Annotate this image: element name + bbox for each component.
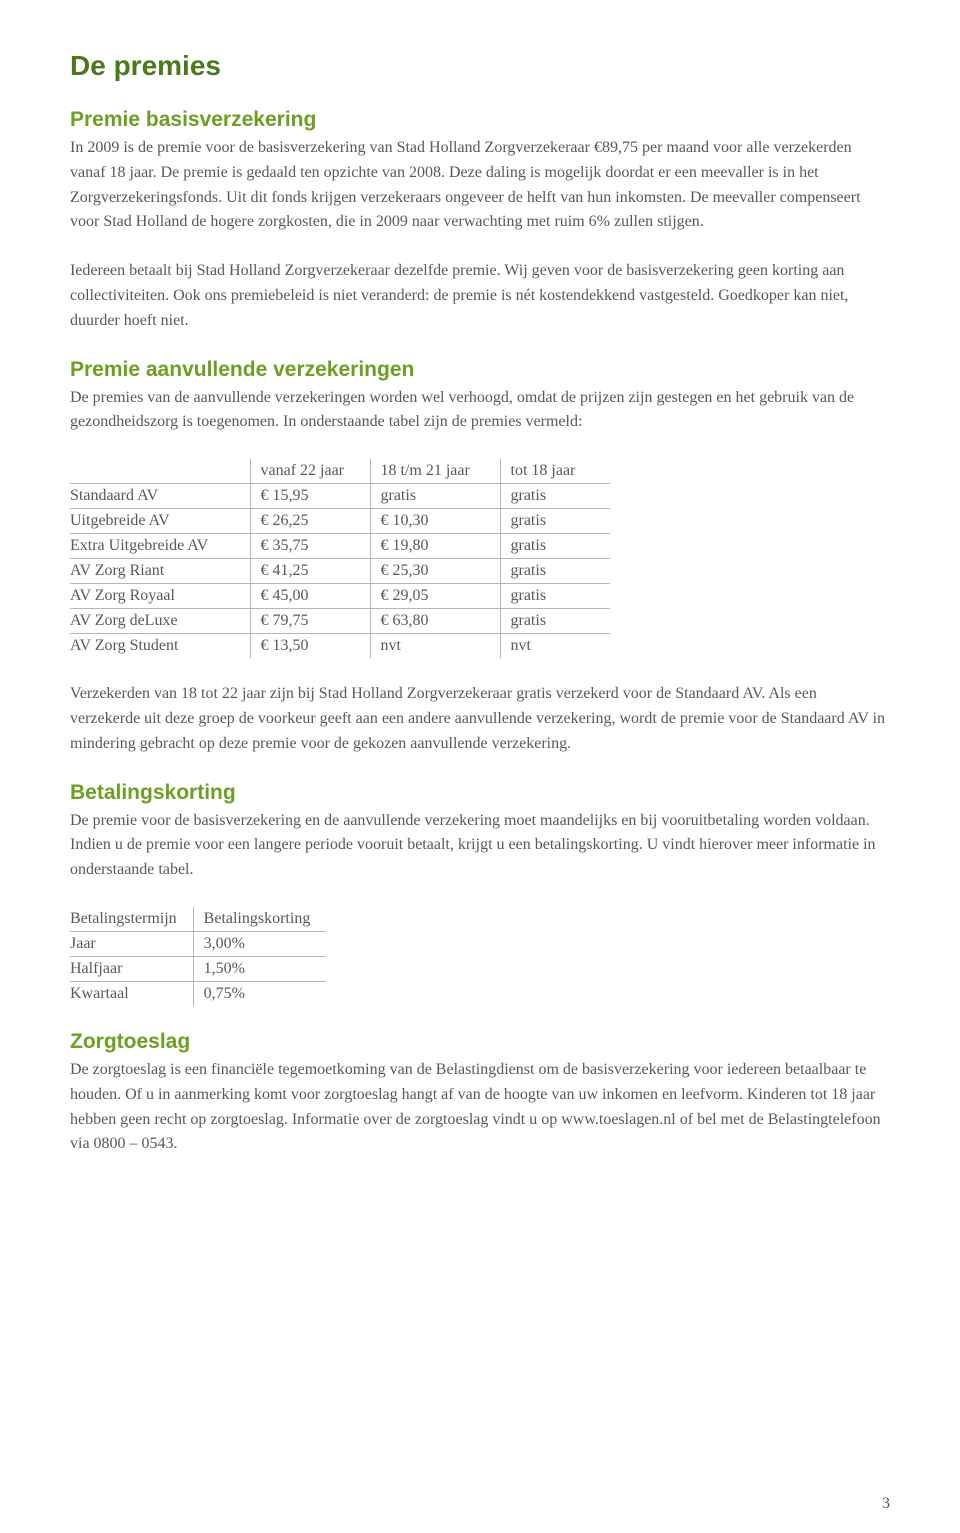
paragraph-basis-2: Iedereen betaalt bij Stad Holland Zorgve… <box>70 259 890 333</box>
th-korting: Betalingskorting <box>193 907 326 932</box>
table-header-row: Betalingstermijn Betalingskorting <box>70 907 326 932</box>
table-cell: AV Zorg Riant <box>70 559 250 584</box>
table-row: Extra Uitgebreide AV€ 35,75€ 19,80gratis <box>70 534 610 559</box>
table-row: Standaard AV€ 15,95gratisgratis <box>70 484 610 509</box>
table-cell: 0,75% <box>193 981 326 1006</box>
table-cell: Extra Uitgebreide AV <box>70 534 250 559</box>
table-cell: AV Zorg deLuxe <box>70 609 250 634</box>
page-title: De premies <box>70 50 890 82</box>
table-row: Uitgebreide AV€ 26,25€ 10,30gratis <box>70 509 610 534</box>
paragraph-korting-intro: De premie voor de basisverzekering en de… <box>70 809 890 883</box>
table-header-row: vanaf 22 jaar 18 t/m 21 jaar tot 18 jaar <box>70 459 610 484</box>
table-row: Jaar3,00% <box>70 931 326 956</box>
table-cell: gratis <box>500 534 610 559</box>
table-cell: nvt <box>370 634 500 659</box>
table-cell: € 41,25 <box>250 559 370 584</box>
th-tot-18: tot 18 jaar <box>500 459 610 484</box>
table-cell: € 35,75 <box>250 534 370 559</box>
table-cell: Kwartaal <box>70 981 193 1006</box>
table-cell: € 45,00 <box>250 584 370 609</box>
table-cell: 3,00% <box>193 931 326 956</box>
heading-aanvullend: Premie aanvullende verzekeringen <box>70 358 890 382</box>
table-row: Halfjaar1,50% <box>70 956 326 981</box>
table-cell: gratis <box>500 559 610 584</box>
table-cell: € 79,75 <box>250 609 370 634</box>
table-cell: Standaard AV <box>70 484 250 509</box>
section-zorgtoeslag: Zorgtoeslag De zorgtoeslag is een financ… <box>70 1030 890 1157</box>
table-cell: nvt <box>500 634 610 659</box>
table-cell: € 19,80 <box>370 534 500 559</box>
table-cell: Jaar <box>70 931 193 956</box>
table-cell: AV Zorg Royaal <box>70 584 250 609</box>
section-aanvullend: Premie aanvullende verzekeringen De prem… <box>70 358 890 757</box>
table-cell: € 13,50 <box>250 634 370 659</box>
table-premies: vanaf 22 jaar 18 t/m 21 jaar tot 18 jaar… <box>70 459 610 658</box>
table-cell: € 26,25 <box>250 509 370 534</box>
table-cell: € 29,05 <box>370 584 500 609</box>
table-cell: € 10,30 <box>370 509 500 534</box>
th-termijn: Betalingstermijn <box>70 907 193 932</box>
paragraph-aanvullend-intro: De premies van de aanvullende verzekerin… <box>70 386 890 436</box>
heading-korting: Betalingskorting <box>70 781 890 805</box>
heading-basis: Premie basisverzekering <box>70 108 890 132</box>
table-cell: gratis <box>500 609 610 634</box>
table-cell: € 25,30 <box>370 559 500 584</box>
table-cell: gratis <box>500 509 610 534</box>
th-vanaf-22: vanaf 22 jaar <box>250 459 370 484</box>
table-cell: gratis <box>500 584 610 609</box>
table-cell: Uitgebreide AV <box>70 509 250 534</box>
table-row: AV Zorg Riant€ 41,25€ 25,30gratis <box>70 559 610 584</box>
table-row: AV Zorg deLuxe€ 79,75€ 63,80gratis <box>70 609 610 634</box>
paragraph-aanvullend-note: Verzekerden van 18 tot 22 jaar zijn bij … <box>70 682 890 756</box>
page-number: 3 <box>882 1495 890 1513</box>
table-row: AV Zorg Royaal€ 45,00€ 29,05gratis <box>70 584 610 609</box>
table-cell: 1,50% <box>193 956 326 981</box>
table-cell: gratis <box>500 484 610 509</box>
paragraph-zorgtoeslag: De zorgtoeslag is een financiële tegemoe… <box>70 1058 890 1157</box>
table-cell: gratis <box>370 484 500 509</box>
table-row: Kwartaal0,75% <box>70 981 326 1006</box>
table-korting: Betalingstermijn Betalingskorting Jaar3,… <box>70 907 326 1006</box>
table-row: AV Zorg Student€ 13,50nvtnvt <box>70 634 610 659</box>
table-cell: € 63,80 <box>370 609 500 634</box>
th-empty <box>70 459 250 484</box>
table-cell: Halfjaar <box>70 956 193 981</box>
table-cell: € 15,95 <box>250 484 370 509</box>
table-cell: AV Zorg Student <box>70 634 250 659</box>
heading-zorgtoeslag: Zorgtoeslag <box>70 1030 890 1054</box>
section-basisverzekering: Premie basisverzekering In 2009 is de pr… <box>70 108 890 334</box>
th-18-21: 18 t/m 21 jaar <box>370 459 500 484</box>
section-betalingskorting: Betalingskorting De premie voor de basis… <box>70 781 890 1006</box>
paragraph-basis-1: In 2009 is de premie voor de basisverzek… <box>70 136 890 235</box>
